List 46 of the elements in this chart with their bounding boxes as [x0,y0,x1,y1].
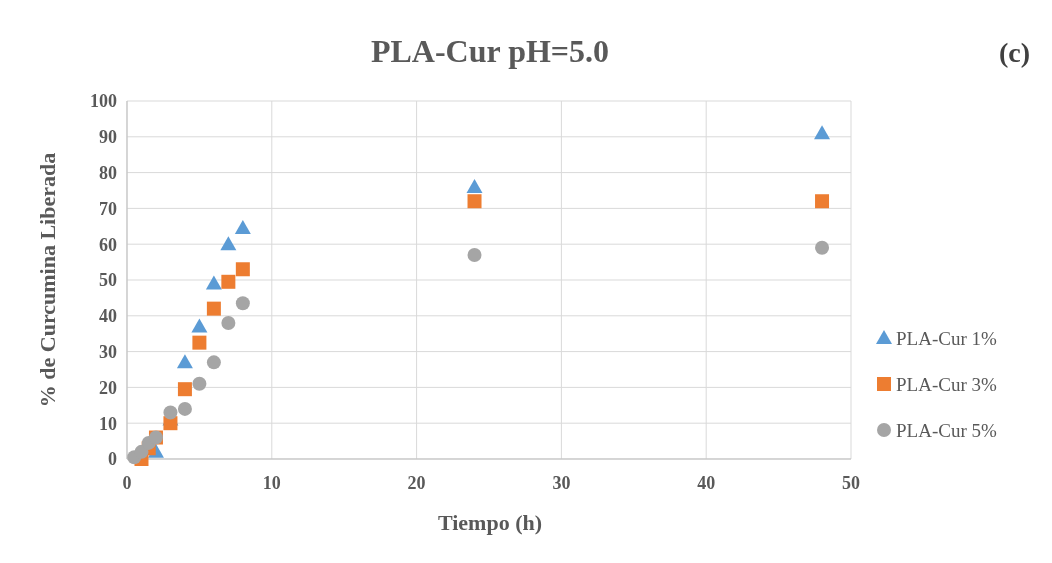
point [206,355,221,370]
point [815,240,830,255]
y-tick-label: 50 [99,270,117,291]
point [235,296,250,311]
y-tick-label: 0 [108,449,117,470]
point [467,247,482,262]
point [176,354,193,369]
y-tick-label: 90 [99,127,117,148]
point [235,262,250,277]
y-tick-label: 10 [99,413,117,434]
point [814,125,831,140]
point [177,401,192,416]
chart-title: PLA-Cur pH=5.0 [370,33,610,69]
y-tick-label: 30 [99,341,117,362]
y-axis-title: % de Curcumina Liberada [35,152,60,408]
x-tick-label: 10 [262,473,281,493]
point [192,335,207,350]
point [467,194,482,209]
y-tick-label: 80 [99,162,117,183]
point [221,315,236,330]
x-tick-label: 40 [697,473,716,493]
point [234,220,251,235]
x-axis-title: Tiempo (h) [437,510,543,535]
y-tick-label: 100 [90,91,117,112]
x-tick-label: 0 [122,473,132,493]
point [220,236,237,251]
point [815,194,830,209]
y-tick-label: 40 [99,306,117,327]
point [221,274,236,289]
legend-label: PLA-Cur 3% [896,373,997,395]
legend-label: PLA-Cur 1% [896,327,997,349]
y-tick-label: 20 [99,377,117,398]
x-tick-label: 30 [552,473,571,493]
point [163,405,178,420]
point [191,318,208,333]
point [205,275,222,290]
point [192,376,207,391]
point [177,382,192,397]
y-tick-label: 70 [99,198,117,219]
text: (c) [998,37,1030,68]
point [206,301,221,316]
x-tick-label: 50 [842,473,860,493]
legend-label: PLA-Cur 5% [896,419,997,441]
x-tick-label: 20 [407,473,426,493]
y-tick-label: 60 [99,234,117,255]
point [466,178,483,193]
